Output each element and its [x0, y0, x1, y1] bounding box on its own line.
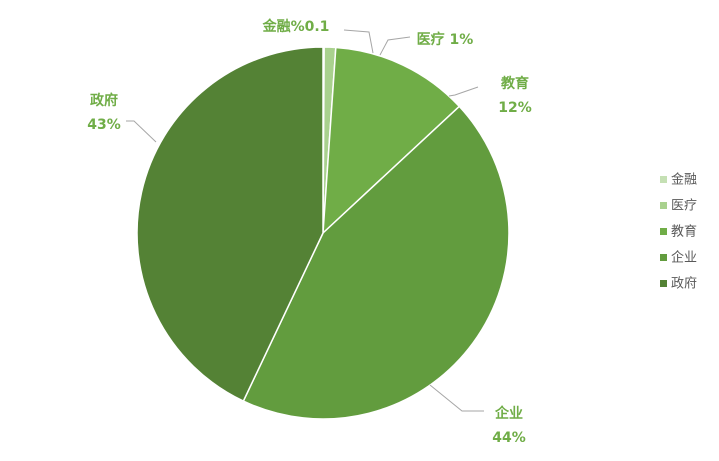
pie-slice-政府 — [136, 46, 324, 403]
data-label-医疗: 医疗 1% — [417, 31, 474, 48]
legend-swatch-金融 — [660, 176, 667, 183]
data-label-教育: 教育 — [501, 75, 529, 92]
data-label-pct-政府: 43% — [87, 117, 121, 133]
legend-swatch-政府 — [660, 280, 667, 287]
leader-line-金融 — [343, 29, 374, 54]
data-label-企业: 企业 — [494, 405, 523, 422]
legend-label-教育: 教育 — [671, 224, 697, 240]
leader-line-医疗 — [379, 36, 411, 56]
pie-slice-教育 — [322, 46, 461, 235]
data-label-政府: 政府 — [90, 92, 118, 109]
legend-label-医疗: 医疗 — [671, 199, 697, 214]
data-label-金融: 金融%0.1 — [262, 18, 330, 35]
legend-label-企业: 企业 — [671, 250, 697, 266]
data-label-pct-教育: 12% — [498, 100, 532, 116]
legend-swatch-医疗 — [660, 202, 667, 209]
leader-line-教育 — [448, 86, 479, 97]
pie-slice-企业 — [242, 105, 510, 420]
legend-label-金融: 金融 — [671, 172, 697, 188]
leader-line-企业 — [429, 384, 484, 412]
data-label-pct-企业: 44% — [492, 430, 526, 446]
legend-swatch-教育 — [660, 228, 667, 235]
leader-line-政府 — [126, 120, 157, 143]
legend-label-政府: 政府 — [671, 277, 697, 292]
legend-swatch-企业 — [660, 254, 667, 261]
